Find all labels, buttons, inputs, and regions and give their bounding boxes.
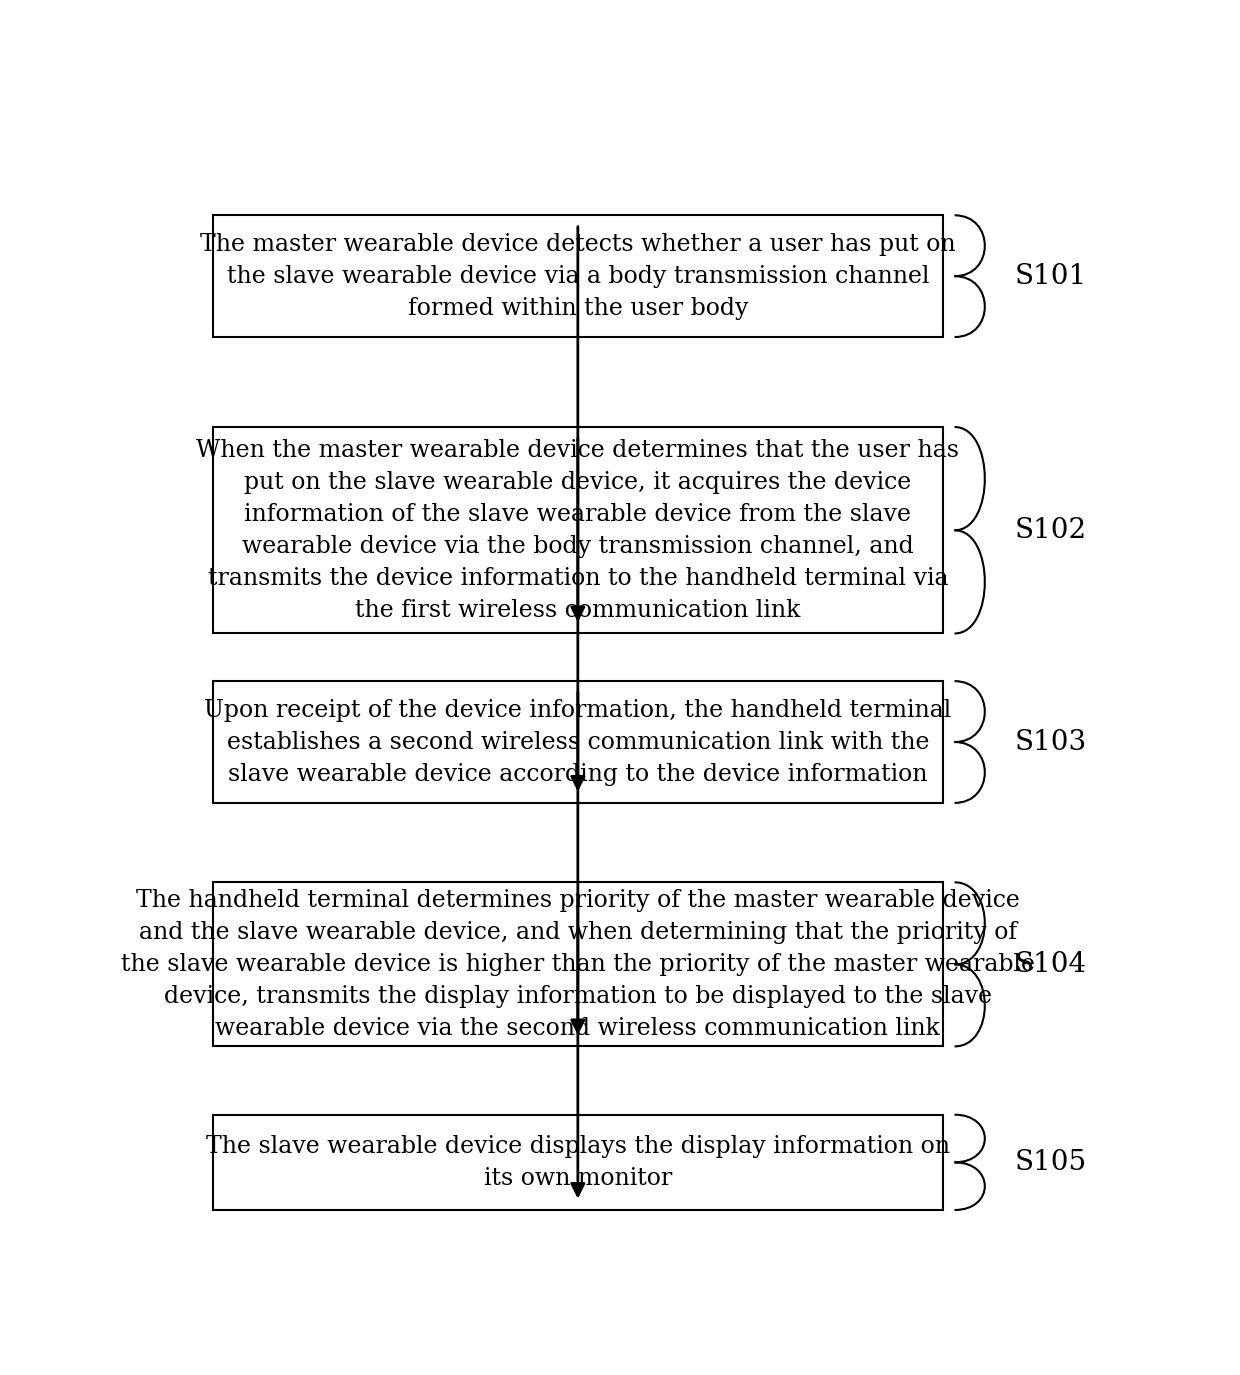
Bar xyxy=(213,681,942,803)
Text: S102: S102 xyxy=(1016,517,1087,543)
Text: Upon receipt of the device information, the handheld terminal
establishes a seco: Upon receipt of the device information, … xyxy=(205,698,951,785)
Text: S101: S101 xyxy=(1016,263,1087,290)
Text: When the master wearable device determines that the user has
put on the slave we: When the master wearable device determin… xyxy=(196,439,960,622)
Bar xyxy=(213,216,942,337)
Text: The master wearable device detects whether a user has put on
the slave wearable : The master wearable device detects wheth… xyxy=(200,232,956,319)
Text: S104: S104 xyxy=(1016,951,1087,978)
Bar xyxy=(213,428,942,634)
Bar xyxy=(213,1115,942,1210)
Text: The slave wearable device displays the display information on
its own monitor: The slave wearable device displays the d… xyxy=(206,1134,950,1189)
Bar xyxy=(213,883,942,1046)
Text: S103: S103 xyxy=(1016,729,1087,755)
Text: S105: S105 xyxy=(1016,1150,1087,1176)
Text: The handheld terminal determines priority of the master wearable device
and the : The handheld terminal determines priorit… xyxy=(120,888,1035,1040)
